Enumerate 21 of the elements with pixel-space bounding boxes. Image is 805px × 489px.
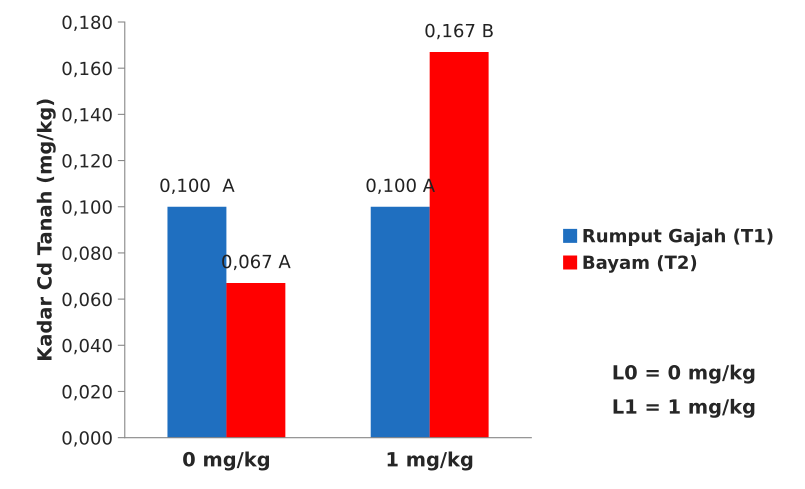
y-axis-title: Kadar Cd Tanah (mg/kg)	[36, 100, 56, 360]
y-tick-label: 0,180	[62, 15, 112, 31]
y-tick-label: 0,100	[62, 200, 112, 216]
text: L0 = 0 mg/kg	[614, 364, 754, 384]
legend-label: Bayam (T2)	[584, 255, 696, 273]
bar	[226, 282, 286, 438]
y-tick-label: 0,060	[62, 292, 112, 308]
text: L1 = 1 mg/kg	[614, 398, 754, 418]
x-tick-label: 1 mg/kg	[388, 452, 472, 471]
data-label: 0,167 B	[425, 24, 493, 40]
legend-label: Rumput Gajah (T1)	[584, 228, 772, 246]
y-tick-label: 0,000	[62, 431, 112, 447]
y-tick-label: 0,080	[62, 246, 112, 262]
y-tick-label: 0,160	[62, 62, 112, 78]
bar	[370, 206, 430, 438]
x-tick-label: 0 mg/kg	[183, 452, 269, 471]
data-label: 0,100 A	[160, 178, 235, 194]
y-tick-label: 0,140	[62, 108, 112, 124]
y-tick-label: 0,040	[62, 338, 112, 354]
y-tick-label: 0,020	[62, 384, 112, 400]
y-tick-label: 0,120	[62, 154, 112, 170]
